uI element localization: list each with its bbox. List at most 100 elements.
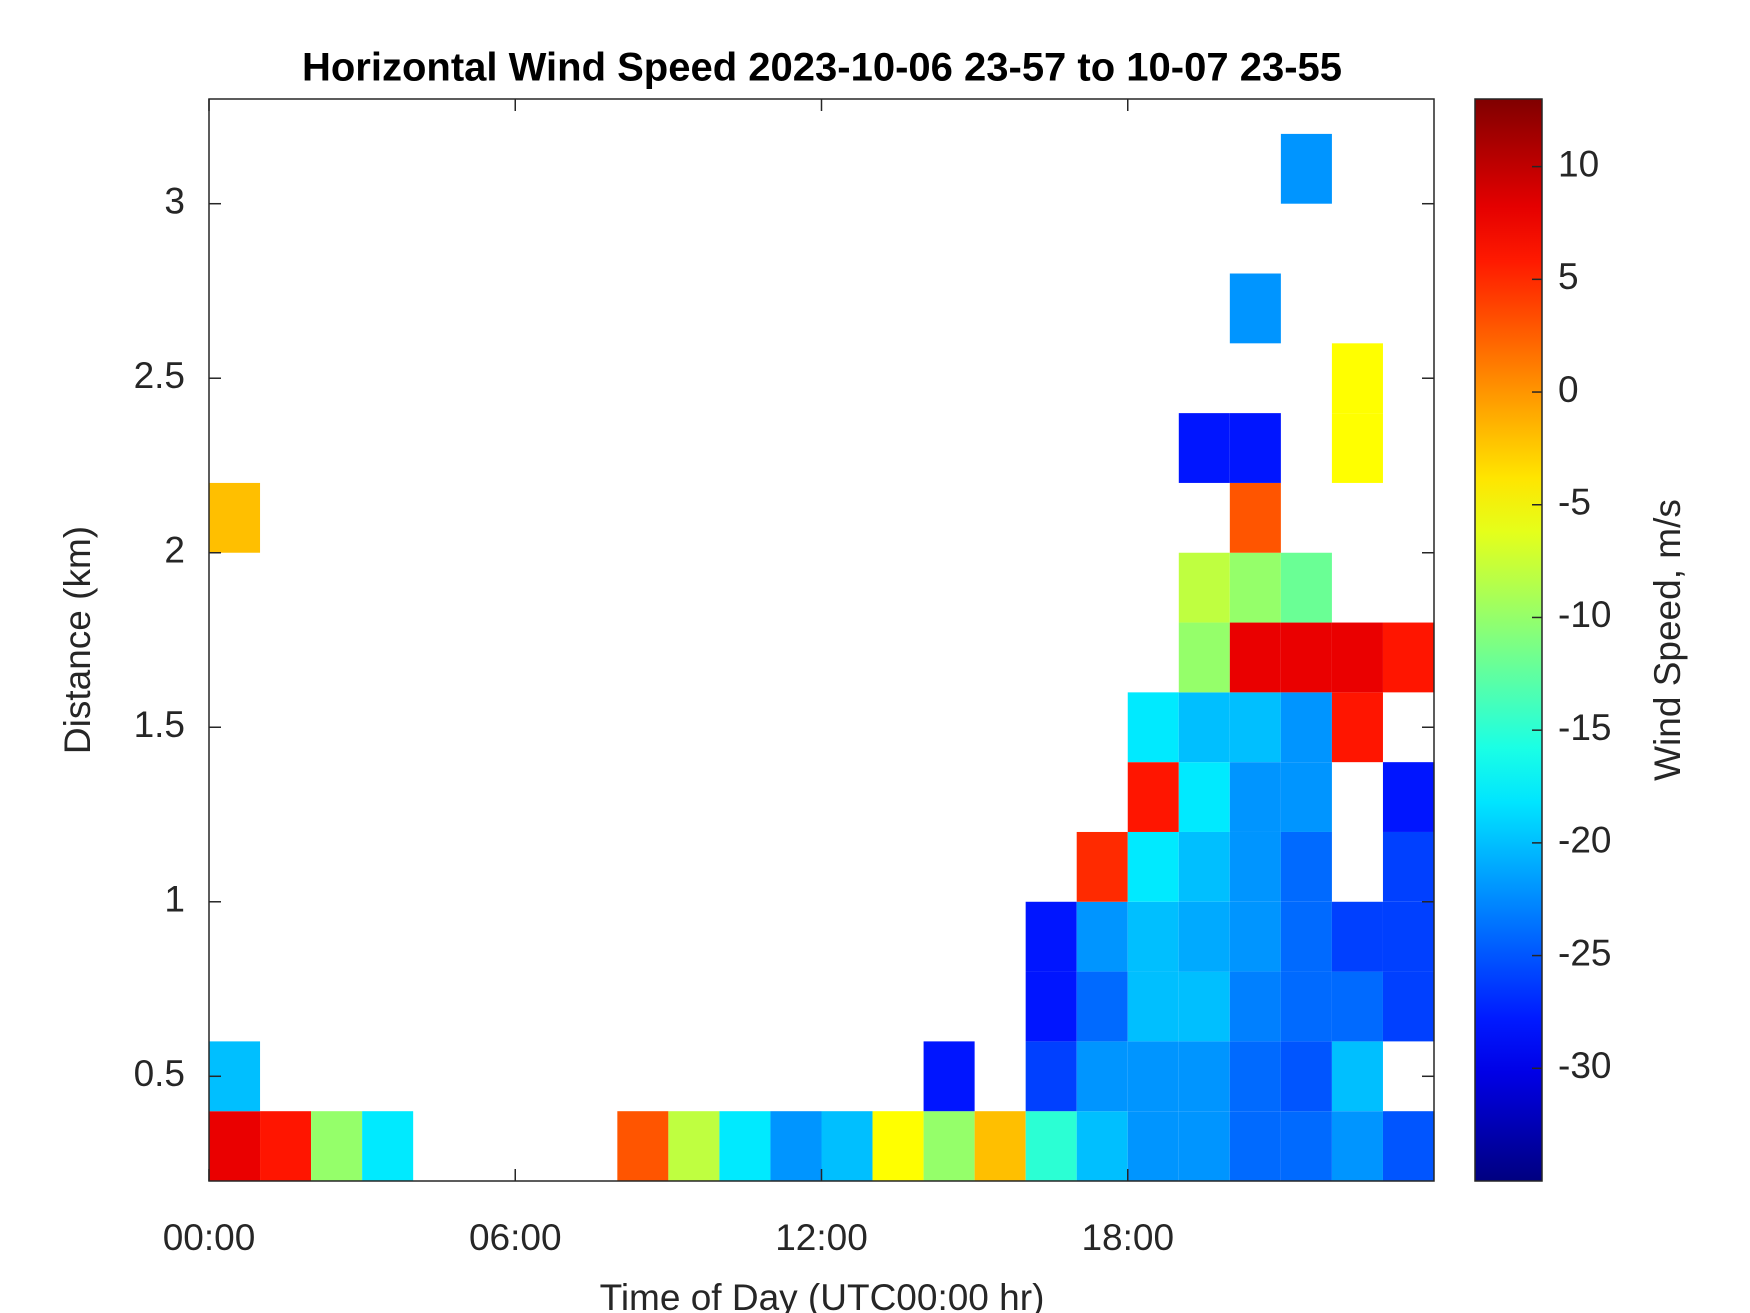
heatmap-cell xyxy=(1178,692,1230,763)
heatmap-cell xyxy=(1178,901,1230,972)
heatmap-cell xyxy=(1127,901,1179,972)
heatmap-cell xyxy=(1229,1041,1281,1112)
heatmap-cell xyxy=(1280,552,1332,623)
colorbar-tick-label: -20 xyxy=(1558,820,1611,861)
heatmap-cell xyxy=(1178,413,1230,483)
heatmap-cell xyxy=(1280,1111,1332,1181)
heatmap-cell xyxy=(1178,1111,1230,1181)
heatmap-cell xyxy=(1178,622,1230,693)
colorbar-tick-label: 10 xyxy=(1558,143,1599,184)
heatmap-cell xyxy=(1382,622,1434,693)
heatmap-cell xyxy=(1178,971,1230,1042)
heatmap-cell xyxy=(1178,831,1230,902)
heatmap-cell xyxy=(1178,762,1230,832)
heatmap-cell xyxy=(362,1111,414,1181)
x-tick-label: 06:00 xyxy=(469,1217,562,1258)
heatmap-cell xyxy=(974,1111,1026,1181)
y-tick-label: 1 xyxy=(164,879,185,920)
colorbar-tick-label: 5 xyxy=(1558,256,1579,297)
heatmap-cell xyxy=(1229,692,1281,763)
heatmap-cell xyxy=(1331,413,1383,483)
heatmap-cell xyxy=(1025,901,1077,972)
heatmap-cell xyxy=(1229,552,1281,623)
heatmap-cell xyxy=(1280,1041,1332,1112)
heatmap-cell xyxy=(1382,831,1434,902)
heatmap-cell xyxy=(1076,901,1128,972)
heatmap-cell xyxy=(1127,831,1179,902)
heatmap-cell xyxy=(1127,692,1179,763)
heatmap-cell xyxy=(1229,762,1281,832)
heatmap-cell xyxy=(1331,971,1383,1042)
y-tick-label: 2 xyxy=(164,530,185,571)
heatmap-cell xyxy=(1127,762,1179,832)
heatmap-cell xyxy=(1076,1111,1128,1181)
heatmap-cell xyxy=(719,1111,771,1181)
colorbar-tick-label: 0 xyxy=(1558,369,1579,410)
colorbar-tick-label: -30 xyxy=(1558,1045,1611,1086)
heatmap-cell xyxy=(1076,831,1128,902)
y-axis-label: Distance (km) xyxy=(57,526,98,754)
heatmap-cell xyxy=(1127,1111,1179,1181)
heatmap-cell xyxy=(1382,901,1434,972)
heatmap-cell xyxy=(1280,901,1332,972)
heatmap-cell xyxy=(1280,831,1332,902)
heatmap-cell xyxy=(1076,1041,1128,1112)
colorbar-tick-label: -5 xyxy=(1558,482,1591,523)
y-tick-label: 2.5 xyxy=(134,355,185,396)
x-tick-label: 18:00 xyxy=(1081,1217,1174,1258)
heatmap-cell xyxy=(1025,971,1077,1042)
heatmap-cell xyxy=(1127,1041,1179,1112)
heatmap-cell xyxy=(1127,971,1179,1042)
heatmap-cell xyxy=(1229,1111,1281,1181)
heatmap-cell xyxy=(1025,1041,1077,1112)
heatmap-cell xyxy=(1331,1041,1383,1112)
heatmap-cell xyxy=(668,1111,720,1181)
heatmap-cell xyxy=(923,1111,975,1181)
heatmap-cell xyxy=(1382,762,1434,832)
y-tick-label: 0.5 xyxy=(134,1053,185,1094)
heatmap-cell xyxy=(1280,762,1332,832)
heatmap-cell xyxy=(1178,1041,1230,1112)
y-tick-label: 3 xyxy=(164,180,185,221)
heatmap-cell xyxy=(617,1111,669,1181)
heatmap-cell xyxy=(1382,971,1434,1042)
heatmap-cell xyxy=(1229,273,1281,344)
heatmap-cell xyxy=(770,1111,822,1181)
heatmap-cell xyxy=(1331,692,1383,763)
x-tick-label: 00:00 xyxy=(163,1217,256,1258)
heatmap-cell xyxy=(260,1111,312,1181)
heatmap-cell xyxy=(872,1111,924,1181)
heatmap-cell xyxy=(311,1111,363,1181)
heatmap-cell xyxy=(1331,901,1383,972)
heatmap-cell xyxy=(1382,1111,1434,1181)
heatmap-cell xyxy=(1280,692,1332,763)
heatmap-cell xyxy=(1331,1111,1383,1181)
heatmap-cell xyxy=(1229,482,1281,553)
heatmap-cell xyxy=(1025,1111,1077,1181)
heatmap-cell xyxy=(1331,343,1383,414)
heatmap-cell xyxy=(1229,831,1281,902)
heatmap-cell xyxy=(1280,971,1332,1042)
heatmap-cell xyxy=(1229,901,1281,972)
x-axis-label: Time of Day (UTC00:00 hr) xyxy=(600,1277,1045,1313)
colorbar-tick-label: -10 xyxy=(1558,594,1611,635)
heatmap-cell xyxy=(1229,971,1281,1042)
heatmap-cell xyxy=(923,1041,975,1112)
x-tick-label: 12:00 xyxy=(775,1217,868,1258)
colorbar-tick-label: -25 xyxy=(1558,932,1611,973)
heatmap-cell xyxy=(1331,622,1383,693)
heatmap xyxy=(209,133,1434,1181)
colorbar-tick-label: -15 xyxy=(1558,707,1611,748)
heatmap-cell xyxy=(1280,133,1332,204)
heatmap-cell xyxy=(1229,622,1281,693)
colorbar-label: Wind Speed, m/s xyxy=(1647,499,1688,781)
heatmap-cell xyxy=(1076,971,1128,1042)
heatmap-cell xyxy=(821,1111,873,1181)
heatmap-cell xyxy=(209,482,261,553)
chart-title: Horizontal Wind Speed 2023-10-06 23-57 t… xyxy=(302,46,1342,90)
colorbar xyxy=(1474,98,1543,1182)
heatmap-cell xyxy=(1229,413,1281,483)
heatmap-cell xyxy=(209,1111,261,1181)
heatmap-cell xyxy=(1178,552,1230,623)
